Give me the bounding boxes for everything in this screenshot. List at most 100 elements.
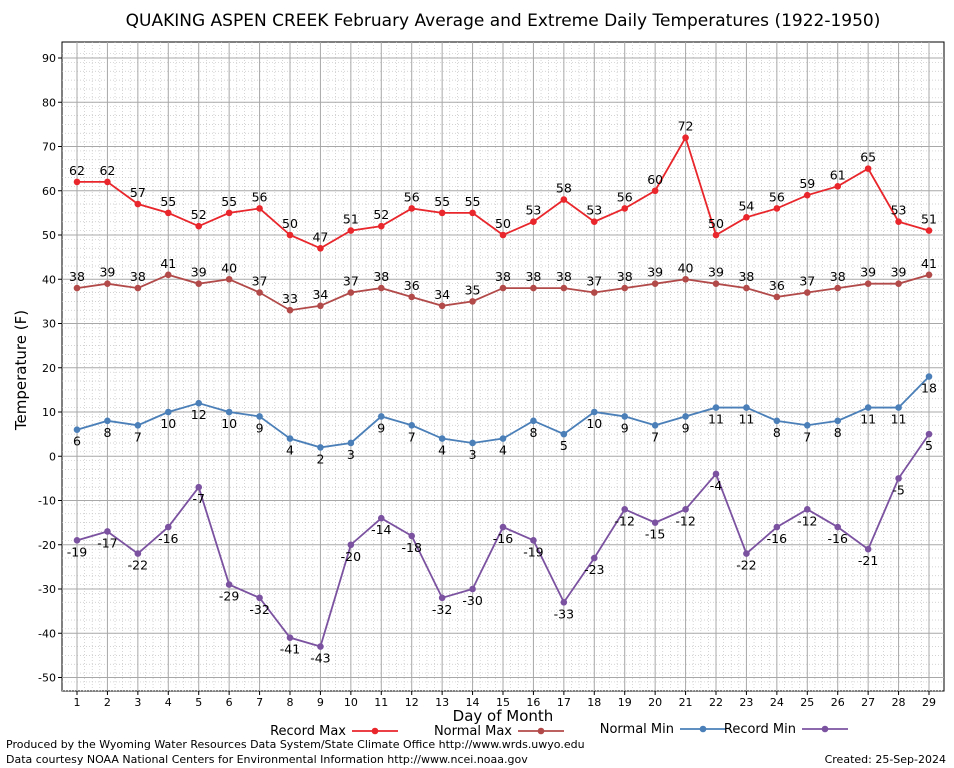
record-max-point xyxy=(73,178,81,186)
normal-max-data-label: 40 xyxy=(221,260,237,275)
record-min-data-label: -23 xyxy=(584,562,604,577)
normal-min-data-label: 11 xyxy=(738,412,754,427)
normal-min-point xyxy=(864,404,872,411)
record-max-data-label: 50 xyxy=(495,216,511,231)
normal-max-point xyxy=(712,280,720,287)
normal-min-point xyxy=(225,408,233,416)
series-layer xyxy=(73,134,933,650)
record-max-data-label: 52 xyxy=(373,207,389,222)
normal-min-point xyxy=(895,404,902,411)
x-tick-label: 5 xyxy=(195,696,202,709)
x-tick-label: 12 xyxy=(405,696,419,709)
record-max-data-label: 62 xyxy=(69,163,85,178)
normal-max-point xyxy=(256,289,263,296)
x-tick-label: 8 xyxy=(287,696,294,709)
x-tick-label: 11 xyxy=(374,696,388,709)
normal-max-point xyxy=(530,284,537,292)
record-max-data-label: 62 xyxy=(99,163,115,178)
x-axis-ticks: 1 2 3 4 5 6 7 8 9 10 11 12 13 14 15 16 17 18 19 20 21 22 23 24 2… xyxy=(74,691,936,709)
record-min-data-label: -7 xyxy=(192,491,204,506)
normal-min-point xyxy=(104,417,111,425)
record-max-data-label: 65 xyxy=(860,150,876,165)
x-tick-label: 7 xyxy=(256,696,263,709)
normal-max-point xyxy=(682,275,689,283)
normal-min-data-label: 4 xyxy=(286,443,294,458)
x-tick-label: 25 xyxy=(800,696,814,709)
normal-min-point xyxy=(773,417,781,425)
record-min-data-label: -12 xyxy=(675,513,695,528)
normal-min-point xyxy=(438,435,446,442)
normal-max-point xyxy=(195,280,203,287)
record-max-point xyxy=(712,231,720,239)
normal-min-data-label: 5 xyxy=(560,438,568,453)
record-max-point xyxy=(104,178,111,186)
record-max-point xyxy=(408,205,416,212)
normal-min-legend-marker xyxy=(699,725,707,733)
record-max-point xyxy=(377,222,385,230)
normal-max-point xyxy=(590,289,598,296)
record-min-point xyxy=(560,598,568,606)
y-tick-label: -40 xyxy=(38,627,56,640)
record-max-data-label: 59 xyxy=(799,176,815,191)
normal-max-point xyxy=(773,293,781,301)
record-min-data-label: -4 xyxy=(710,478,723,493)
record-min-point xyxy=(895,475,902,482)
record-max-data-label: 57 xyxy=(130,185,146,200)
normal-min-legend-label: Normal Min xyxy=(600,722,674,737)
y-tick-label: 80 xyxy=(42,96,56,109)
normal-min-data-label: 11 xyxy=(708,412,724,427)
record-max-point xyxy=(925,227,933,234)
record-min-data-label: -33 xyxy=(554,606,574,621)
x-tick-label: 10 xyxy=(344,696,358,709)
normal-min-data-label: 11 xyxy=(891,412,907,427)
normal-min-point xyxy=(164,408,172,416)
normal-max-point xyxy=(864,280,872,287)
record-min-data-label: -16 xyxy=(767,531,787,546)
record-min-data-label: -41 xyxy=(280,642,300,657)
normal-min-data-label: 9 xyxy=(377,420,385,435)
record-min-point xyxy=(743,550,750,557)
normal-min-point xyxy=(195,399,203,407)
record-min-data-label: -17 xyxy=(97,535,117,550)
normal-max-point xyxy=(438,302,446,310)
x-tick-label: 23 xyxy=(739,696,753,709)
normal-min-point xyxy=(286,435,294,442)
record-max-point xyxy=(743,214,750,221)
normal-min-data-label: 18 xyxy=(921,381,937,396)
x-tick-label: 28 xyxy=(892,696,906,709)
record-min-point xyxy=(530,537,537,544)
record-min-data-label: -16 xyxy=(158,531,178,546)
normal-max-data-label: 39 xyxy=(891,265,907,280)
x-tick-label: 18 xyxy=(587,696,601,709)
record-min-data-label: -12 xyxy=(797,513,817,528)
normal-max-data-label: 39 xyxy=(647,265,663,280)
x-tick-label: 17 xyxy=(557,696,571,709)
x-tick-label: 3 xyxy=(134,696,141,709)
normal-min-data-label: 7 xyxy=(134,429,142,444)
x-axis-label: Day of Month xyxy=(453,707,554,725)
normal-max-point xyxy=(651,280,659,287)
normal-max-point xyxy=(408,293,416,301)
normal-max-point xyxy=(621,284,629,292)
record-min-point xyxy=(286,634,294,641)
normal-max-data-label: 38 xyxy=(525,269,541,284)
y-tick-label: 10 xyxy=(42,406,56,419)
normal-max-point xyxy=(164,271,172,279)
normal-max-data-label: 36 xyxy=(404,278,420,293)
record-min-point xyxy=(682,506,689,513)
record-max-point xyxy=(590,218,598,226)
record-max-data-label: 56 xyxy=(769,189,785,204)
x-tick-label: 16 xyxy=(526,696,540,709)
normal-max-data-label: 38 xyxy=(495,269,511,284)
normal-max-point xyxy=(347,289,355,296)
normal-max-point xyxy=(134,284,142,292)
normal-max-data-label: 34 xyxy=(434,287,450,302)
normal-max-legend-marker xyxy=(537,727,545,735)
y-axis-ticks: 90 80 70 60 50 40 30 20 10 0 -10 -20 -30 -40 -50 xyxy=(38,52,62,685)
x-tick-label: 19 xyxy=(618,696,632,709)
normal-min-data-label: 9 xyxy=(621,420,629,435)
record-min-point xyxy=(134,550,142,557)
record-min-point xyxy=(621,506,629,513)
record-max-point xyxy=(499,231,507,239)
